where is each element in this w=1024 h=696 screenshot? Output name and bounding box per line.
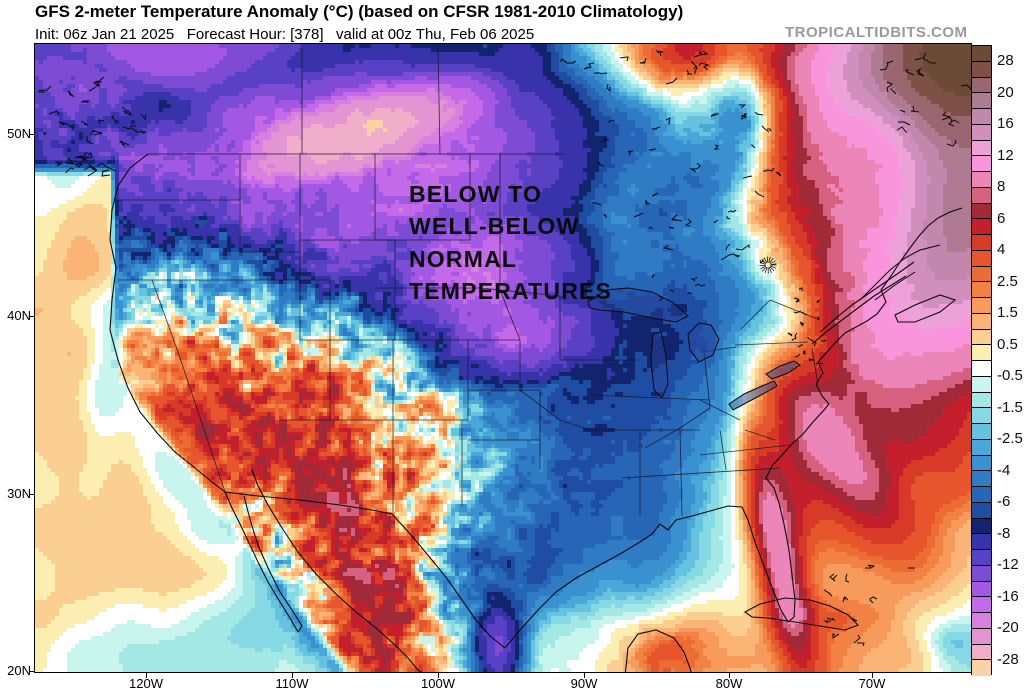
svg-text:WELL-BELOW: WELL-BELOW (409, 213, 579, 239)
svg-text:NORMAL: NORMAL (409, 246, 517, 272)
svg-text:BELOW TO: BELOW TO (409, 181, 542, 207)
svg-text:TEMPERATURES: TEMPERATURES (409, 278, 612, 304)
